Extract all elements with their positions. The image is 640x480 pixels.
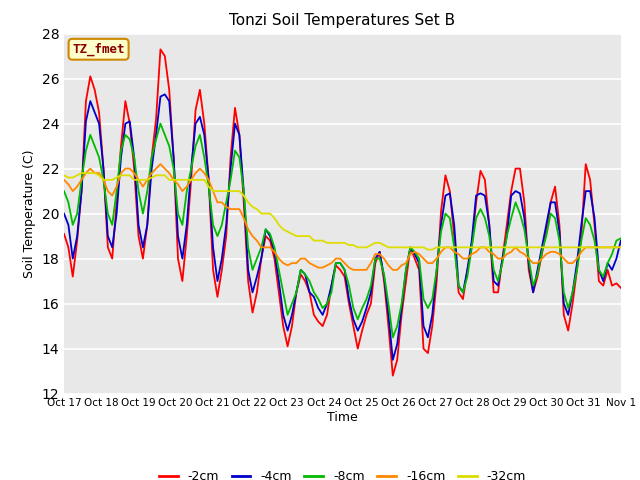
-32cm (424, 247, 432, 252)
-32cm (60, 172, 68, 178)
-4cm (389, 357, 397, 363)
-4cm (161, 92, 169, 97)
-4cm (547, 200, 554, 205)
Y-axis label: Soil Temperature (C): Soil Temperature (C) (23, 149, 36, 278)
-32cm (77, 170, 85, 176)
-8cm (157, 120, 164, 126)
-2cm (271, 256, 278, 262)
-2cm (200, 120, 208, 126)
-4cm (617, 238, 625, 243)
-32cm (600, 244, 607, 250)
-8cm (354, 316, 362, 322)
-16cm (292, 260, 300, 266)
-2cm (389, 372, 397, 378)
-32cm (292, 233, 300, 239)
-32cm (617, 244, 625, 250)
-2cm (60, 231, 68, 237)
-32cm (271, 215, 278, 221)
-8cm (547, 211, 554, 216)
-4cm (600, 278, 607, 284)
-2cm (292, 289, 300, 295)
-4cm (292, 289, 300, 295)
Line: -16cm: -16cm (64, 164, 621, 270)
Line: -32cm: -32cm (64, 173, 621, 250)
-32cm (200, 177, 208, 183)
-8cm (200, 155, 208, 160)
-32cm (354, 244, 362, 250)
-2cm (157, 47, 164, 52)
-2cm (617, 285, 625, 291)
-16cm (358, 267, 366, 273)
-16cm (349, 267, 357, 273)
Line: -2cm: -2cm (64, 49, 621, 375)
-8cm (271, 244, 278, 250)
Line: -4cm: -4cm (64, 95, 621, 360)
-16cm (271, 249, 278, 255)
-8cm (389, 335, 397, 340)
-16cm (617, 244, 625, 250)
-16cm (157, 161, 164, 167)
X-axis label: Time: Time (327, 411, 358, 424)
-4cm (271, 249, 278, 255)
-8cm (292, 289, 300, 295)
-2cm (354, 346, 362, 351)
-4cm (200, 132, 208, 138)
-4cm (354, 328, 362, 334)
Text: TZ_fmet: TZ_fmet (72, 43, 125, 56)
-16cm (200, 170, 208, 176)
-4cm (60, 211, 68, 216)
-2cm (600, 283, 607, 288)
Line: -8cm: -8cm (64, 123, 621, 337)
Legend: -2cm, -4cm, -8cm, -16cm, -32cm: -2cm, -4cm, -8cm, -16cm, -32cm (154, 465, 531, 480)
-8cm (600, 274, 607, 279)
-8cm (60, 188, 68, 194)
-16cm (600, 244, 607, 250)
-16cm (547, 249, 554, 255)
-8cm (617, 236, 625, 241)
-16cm (60, 177, 68, 183)
-2cm (547, 200, 554, 205)
-32cm (547, 244, 554, 250)
Title: Tonzi Soil Temperatures Set B: Tonzi Soil Temperatures Set B (229, 13, 456, 28)
